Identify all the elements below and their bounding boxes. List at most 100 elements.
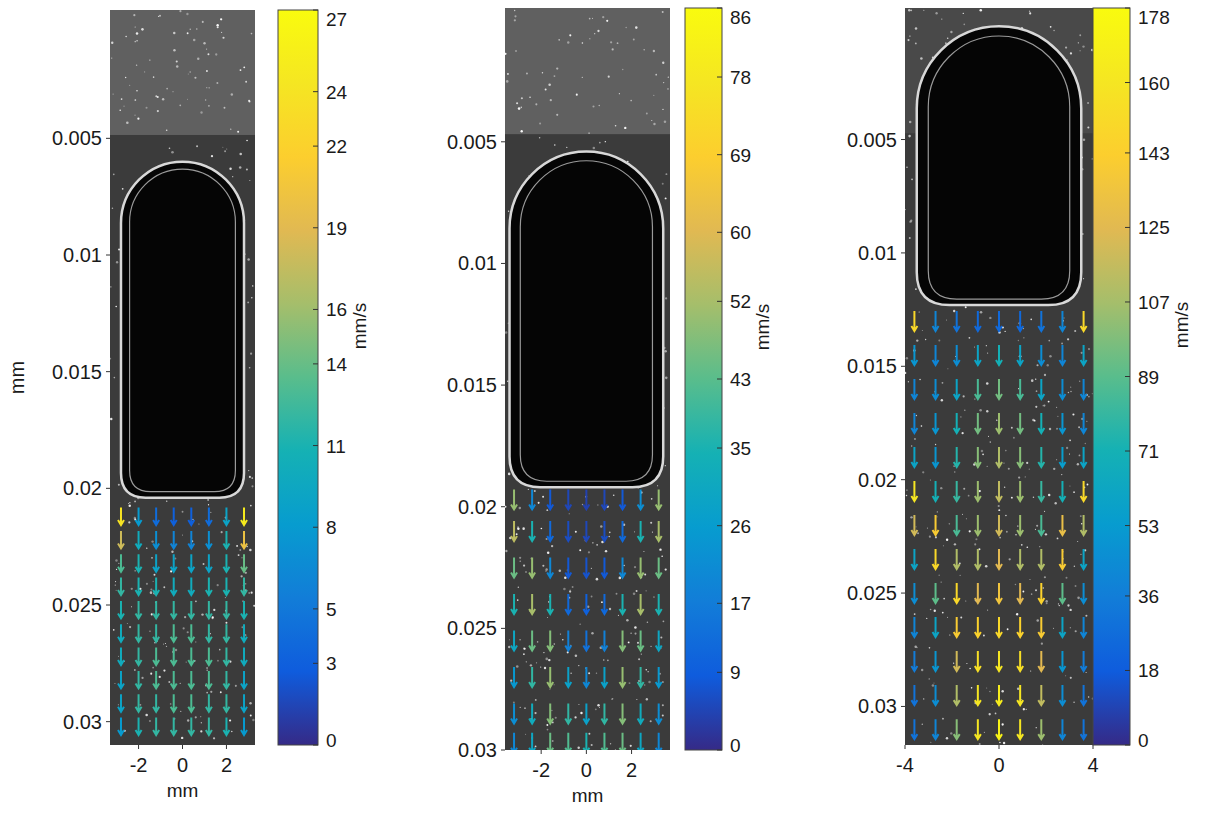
particle (905, 372, 906, 374)
particle (1036, 525, 1038, 527)
particle (1005, 515, 1006, 516)
velocity-vector (565, 704, 571, 724)
velocity-vector (118, 531, 124, 549)
particle (1087, 126, 1089, 128)
particle (954, 543, 956, 545)
particle (215, 53, 217, 55)
velocity-vector (153, 554, 159, 572)
particle (942, 718, 944, 720)
particle (1053, 30, 1054, 31)
particle (966, 663, 967, 664)
particle (200, 111, 202, 113)
particle (506, 80, 509, 83)
particle (146, 547, 147, 548)
velocity-vector (975, 413, 981, 433)
particle (134, 669, 135, 670)
particle (641, 653, 642, 654)
velocity-vector (547, 558, 553, 578)
particle (249, 476, 251, 478)
velocity-vector (1059, 447, 1065, 467)
velocity-vector (996, 345, 1002, 365)
particle (916, 339, 918, 341)
particle (249, 702, 251, 704)
particle (239, 549, 241, 551)
y-tick (106, 721, 110, 722)
particle (592, 542, 593, 543)
y-tick (901, 252, 905, 253)
particle (245, 572, 247, 574)
particle (517, 599, 519, 601)
particle (1081, 523, 1083, 525)
velocity-vector (153, 648, 159, 666)
particle (1029, 12, 1031, 14)
velocity-vector (565, 489, 571, 509)
particle (201, 722, 202, 723)
velocity-vector (975, 345, 981, 365)
particle (112, 93, 113, 94)
velocity-vector (1059, 481, 1065, 501)
particle (210, 512, 211, 513)
particle (611, 698, 612, 699)
velocity-vector (153, 694, 159, 712)
velocity-vector (547, 667, 553, 687)
particle (520, 707, 521, 708)
velocity-vector (188, 554, 194, 572)
particle (651, 498, 653, 500)
particle (969, 337, 971, 339)
particle (110, 358, 111, 360)
particle (998, 505, 1000, 507)
velocity-vector (1017, 311, 1023, 331)
velocity-vector (1081, 311, 1087, 331)
particle (1026, 462, 1028, 464)
velocity-vector (529, 558, 535, 578)
velocity-vector (911, 685, 917, 705)
particle (599, 707, 600, 708)
particle (187, 631, 189, 633)
velocity-vector (223, 648, 229, 666)
particle (610, 41, 612, 43)
particle (549, 689, 550, 690)
y-tick-label: 0.01 (63, 244, 102, 266)
particle (195, 716, 197, 718)
particle (240, 575, 242, 577)
particle (554, 75, 556, 77)
particle (1069, 453, 1070, 454)
particle (144, 71, 145, 72)
particle (548, 659, 550, 661)
particle (1072, 413, 1074, 415)
particle (578, 704, 579, 705)
particle (548, 601, 549, 602)
particle (1069, 609, 1071, 611)
particle (998, 509, 1000, 511)
velocity-vector (1038, 651, 1044, 671)
particle (189, 28, 191, 30)
particle (1074, 330, 1076, 332)
colorbar-tick-label: 0 (730, 735, 741, 756)
velocity-vector (547, 521, 553, 541)
velocity-vector (975, 447, 981, 467)
colorbar-title: mm/s (349, 303, 370, 349)
velocity-vector (933, 379, 939, 399)
velocity-vector (1038, 719, 1044, 739)
particle (636, 590, 638, 592)
particle (659, 548, 661, 550)
velocity-vector (171, 624, 177, 642)
colorbar-tick-label: 27 (326, 9, 347, 30)
particle (569, 513, 570, 514)
x-axis-title: mm (167, 780, 199, 801)
particle (974, 347, 975, 348)
particle (180, 683, 181, 684)
particle (539, 137, 540, 138)
velocity-vector (656, 667, 662, 687)
colorbar-tick-label: 89 (1138, 367, 1159, 388)
velocity-vector (975, 311, 981, 331)
x-tick-label: -2 (532, 759, 550, 781)
particle (542, 72, 543, 73)
particle (196, 28, 198, 30)
particle (979, 9, 982, 12)
particle (534, 490, 536, 492)
colorbar-tick-label: 24 (326, 82, 348, 103)
particle (1048, 401, 1050, 403)
y-tick (501, 263, 505, 264)
particle (195, 641, 196, 642)
